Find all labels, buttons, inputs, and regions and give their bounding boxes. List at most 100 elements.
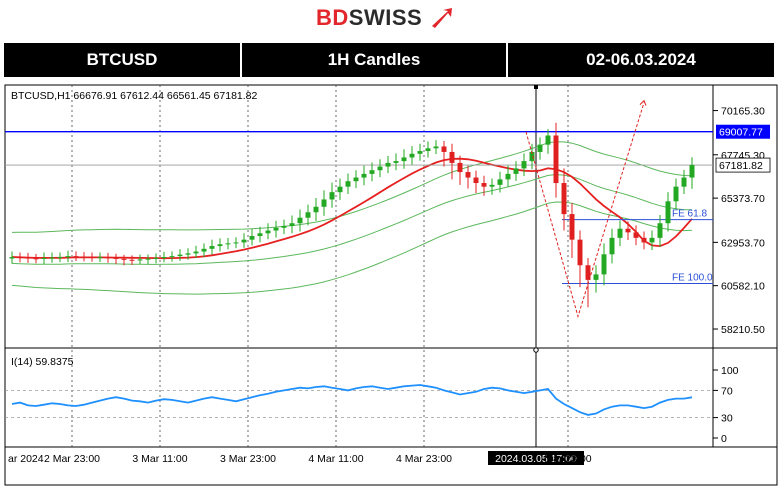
- price-tick-label: 65373.70: [721, 193, 765, 205]
- time-tick-label: 3 Mar 23:00: [220, 453, 276, 465]
- candle-body: [633, 232, 639, 238]
- candle-body: [657, 223, 663, 238]
- candle-body: [17, 257, 23, 259]
- chart-info-line: BTCUSD,H1 66676.91 67612.44 66561.45 671…: [11, 90, 258, 102]
- candle-body: [361, 173, 367, 178]
- header-dates: 02-06.03.2024: [586, 50, 696, 69]
- time-label-highlight: [488, 451, 584, 465]
- candle-body: [313, 206, 319, 213]
- projection-arrow-icon: [639, 99, 647, 106]
- time-tick-label: 4 Mar 11:00: [308, 453, 363, 465]
- candle-body: [257, 233, 263, 237]
- chart-overlays: [525, 99, 647, 319]
- candle-body: [409, 153, 415, 158]
- candle-body: [521, 161, 527, 169]
- envelope-bands: [11, 141, 693, 295]
- candle-body: [449, 151, 455, 163]
- candle-body: [25, 257, 31, 259]
- candle-body: [561, 183, 567, 215]
- candle-body: [393, 161, 399, 163]
- candle-body: [553, 135, 559, 184]
- candle-body: [601, 254, 607, 275]
- candle-body: [337, 186, 343, 193]
- candle-body: [457, 162, 463, 173]
- candle-body: [433, 146, 439, 149]
- moving-average-line: [11, 157, 693, 260]
- price-tick-label: 62953.70: [721, 237, 765, 249]
- candle-body: [177, 254, 183, 257]
- candle-body: [513, 168, 519, 174]
- candle-body: [249, 236, 255, 240]
- candle-body: [105, 257, 111, 259]
- candle-body: [193, 251, 199, 254]
- resistance-price-label: 69007.77: [719, 127, 763, 139]
- candles: [9, 122, 695, 308]
- chart-gridlines: [71, 85, 569, 447]
- candle-body: [569, 214, 575, 240]
- price-tick-label: 70165.30: [721, 106, 765, 118]
- candle-body: [529, 151, 535, 162]
- candle-body: [625, 228, 631, 233]
- candle-body: [97, 257, 103, 259]
- candle-body: [329, 192, 335, 200]
- candle-body: [33, 258, 39, 260]
- upper-band-line: [11, 141, 693, 233]
- candle-body: [481, 183, 487, 187]
- candle-body: [673, 186, 679, 202]
- candle-body: [577, 239, 583, 266]
- rsi-panel: 100 70 30 0: [5, 365, 739, 445]
- chart-axes-labels: ar 2024 2 Mar 23:00 3 Mar 11:00 3 Mar 23:00…: [8, 106, 771, 465]
- candle-body: [273, 227, 279, 231]
- candle-body: [593, 274, 599, 280]
- reference-lines: FE 61.8 FE 100.0: [5, 131, 713, 285]
- candle-body: [617, 228, 623, 238]
- brand-arrow-icon: [432, 8, 452, 28]
- candle-body: [241, 239, 247, 243]
- candle-body: [465, 172, 471, 178]
- candle-body: [137, 259, 143, 261]
- candle-body: [545, 135, 551, 145]
- candle-body: [89, 257, 95, 259]
- candle-body: [305, 212, 311, 218]
- price-tick-label: 60582.10: [721, 281, 765, 293]
- candle-body: [417, 151, 423, 154]
- candle-body: [289, 223, 295, 226]
- candle-body: [609, 237, 615, 255]
- candle-body: [233, 242, 239, 244]
- candle-body: [145, 258, 151, 260]
- candle-body: [353, 177, 359, 182]
- rsi-tick-label: 100: [721, 365, 739, 377]
- rsi-tick-label: 0: [721, 433, 727, 445]
- header-timeframe: 1H Candles: [242, 43, 508, 77]
- cursor-marker: [534, 85, 538, 89]
- price-tick-label: 58210.50: [721, 324, 765, 336]
- chart-frame: [4, 84, 778, 486]
- candle-body: [225, 243, 231, 245]
- candle-body: [41, 257, 47, 259]
- price-chart: FE 61.8 FE 100.0 100 70 30 0 ar 2024 2 Mar 23…: [4, 84, 778, 486]
- candle-body: [161, 257, 167, 259]
- candle-body: [585, 265, 591, 280]
- candle-body: [185, 253, 191, 255]
- rsi-line: [11, 384, 693, 416]
- candle-body: [65, 256, 71, 258]
- candle-body: [297, 217, 303, 224]
- cursor-marker: [533, 347, 539, 353]
- candle-body: [537, 144, 543, 152]
- projection-line: [525, 102, 645, 319]
- candle-body: [385, 162, 391, 167]
- time-tick-label: Mar 23:00: [544, 453, 591, 465]
- rsi-tick-label: 70: [721, 385, 733, 397]
- candle-body: [345, 181, 351, 187]
- candle-body: [153, 257, 159, 259]
- candle-body: [369, 170, 375, 174]
- candle-body: [489, 184, 495, 187]
- candle-body: [209, 246, 215, 249]
- candle-body: [689, 165, 695, 178]
- brand-logo: BDSWISS: [0, 0, 780, 40]
- candle-body: [217, 244, 223, 247]
- current-price-box: [715, 157, 771, 173]
- time-tick-label: 2024.03.05 17:00: [495, 453, 577, 465]
- candle-body: [113, 257, 119, 259]
- chart-header-bar: BTCUSD 1H Candles 02-06.03.2024: [4, 43, 774, 77]
